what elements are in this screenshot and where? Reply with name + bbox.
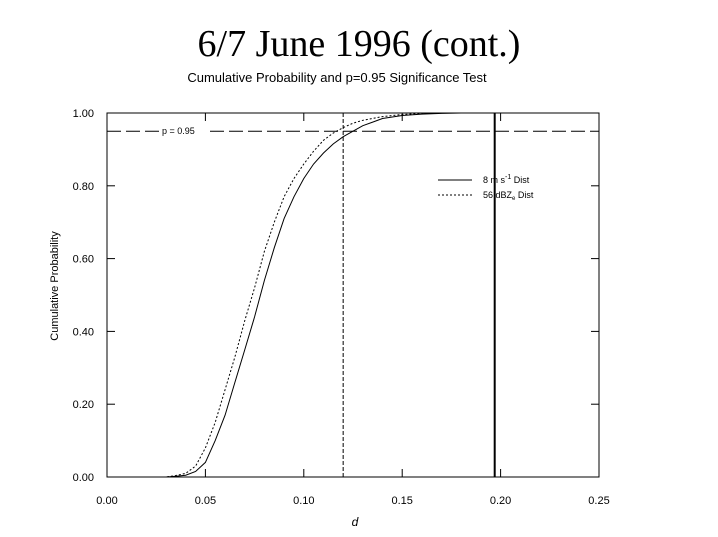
- y-tick-label-2: 0.40: [73, 326, 94, 338]
- x-axis-label: d: [352, 515, 359, 529]
- plot-frame: [106, 112, 600, 478]
- legend-label-56dbz-sub: e: [512, 196, 516, 202]
- y-axis-label: Cumulative Probability: [49, 231, 61, 341]
- x-tick-label-1: 0.05: [195, 495, 216, 507]
- legend-label-56dbz: 56 dBZe Dist: [483, 190, 534, 202]
- chart-title: Cumulative Probability and p=0.95 Signif…: [187, 70, 487, 85]
- legend: 8 m s-1 Dist 56 dBZe Dist: [438, 174, 534, 202]
- p95-label: p = 0.95: [162, 126, 195, 136]
- series-8ms-line: [107, 112, 580, 478]
- y-tick-label-4: 0.80: [73, 181, 94, 193]
- slide-title: 6/7 June 1996 (cont.): [197, 23, 521, 65]
- series-lines: [107, 112, 580, 478]
- legend-label-8ms-main: 8 m s: [483, 175, 506, 185]
- x-axis-ticks: 0.00 0.05 0.10 0.15 0.20 0.25: [96, 113, 610, 507]
- x-tick-label-3: 0.15: [391, 495, 412, 507]
- y-tick-label-3: 0.60: [73, 254, 94, 266]
- y-axis-ticks: 0.00 0.20 0.40 0.60 0.80 1.00: [73, 108, 599, 484]
- x-tick-label-0: 0.00: [96, 495, 117, 507]
- reference-lines: p = 0.95: [107, 113, 599, 477]
- legend-label-56dbz-tail: Dist: [515, 190, 533, 200]
- y-tick-label-5: 1.00: [73, 108, 94, 120]
- x-tick-label-2: 0.10: [293, 495, 314, 507]
- y-tick-label-0: 0.00: [73, 472, 94, 484]
- legend-label-8ms: 8 m s-1 Dist: [483, 174, 530, 185]
- legend-label-8ms-tail: Dist: [511, 175, 529, 185]
- x-tick-label-4: 0.20: [490, 495, 511, 507]
- legend-label-8ms-sup: -1: [505, 174, 511, 181]
- x-tick-label-5: 0.25: [588, 495, 609, 507]
- y-tick-label-1: 0.20: [73, 399, 94, 411]
- legend-label-56dbz-main: 56 dBZ: [483, 190, 513, 200]
